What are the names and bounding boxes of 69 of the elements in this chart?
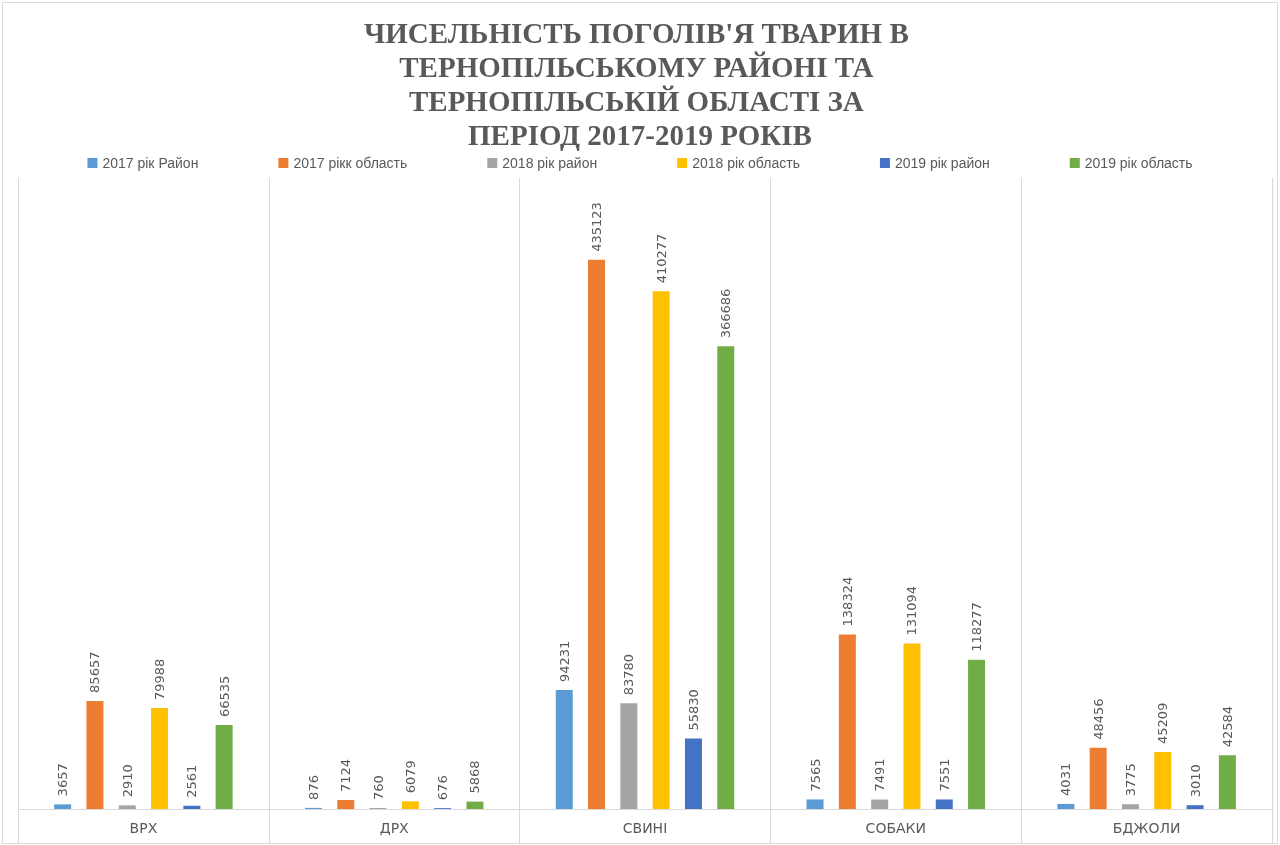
bar <box>1154 751 1172 809</box>
x-tick-label: ДРХ <box>379 820 410 836</box>
chart-title: ЧИСЕЛЬНІСТЬ ПОГОЛІВ'Я ТВАРИН В ТЕРНОПІЛЬСЬКОМУ РАЙОНІ ТА ТЕРНОПІЛЬСЬКІЙ ОБЛАСТІ ЗА ПЕРІОД 2017-2019 РОКІВ <box>364 17 916 151</box>
legend-label: 2017 рікк область <box>293 155 408 171</box>
bar <box>838 634 856 809</box>
data-label: 5868 <box>467 760 483 794</box>
data-label: 7124 <box>338 758 354 793</box>
data-label: 876 <box>305 775 321 800</box>
bar <box>652 291 670 809</box>
data-label: 4031 <box>1058 762 1074 796</box>
data-label: 3657 <box>55 763 71 797</box>
x-tick-label: ВРХ <box>129 820 158 836</box>
legend-label: 2018 рік район <box>502 155 598 171</box>
data-label: 83780 <box>621 653 637 696</box>
bar <box>54 804 72 809</box>
data-label: 42584 <box>1219 705 1235 748</box>
data-label: 48456 <box>1090 698 1106 740</box>
data-label: 366686 <box>718 288 734 339</box>
bar <box>215 725 233 809</box>
bar <box>1057 803 1075 809</box>
bar <box>588 259 606 809</box>
data-label: 760 <box>370 775 386 801</box>
bar <box>806 799 824 809</box>
legend-label: 2018 рік область <box>692 155 800 171</box>
legend-label: 2019 рік область <box>1084 155 1193 171</box>
x-tick-label: СВИНІ <box>622 820 668 836</box>
bar <box>717 346 735 809</box>
data-label: 7551 <box>936 758 952 792</box>
data-label: 7491 <box>872 758 888 792</box>
data-label: 3775 <box>1122 763 1138 797</box>
data-label: 676 <box>435 775 451 801</box>
data-label: 6079 <box>402 760 418 794</box>
x-tick-label: СОБАКИ <box>865 820 926 836</box>
data-label: 7565 <box>807 758 823 792</box>
data-label: 435123 <box>589 202 605 252</box>
bar <box>555 690 573 809</box>
legend-label: 2019 рік район <box>894 155 990 171</box>
data-label: 410277 <box>653 233 669 284</box>
data-label: 131094 <box>904 585 920 636</box>
bar <box>1186 805 1204 809</box>
x-tick-label: БДЖОЛИ <box>1112 820 1181 836</box>
data-label: 66535 <box>216 675 232 718</box>
bar <box>401 801 419 809</box>
bar <box>620 703 638 809</box>
data-label: 45209 <box>1155 702 1171 744</box>
bar <box>968 659 986 809</box>
data-label: 3010 <box>1187 764 1203 798</box>
bar <box>118 805 136 809</box>
bar <box>86 700 104 809</box>
bar <box>1218 755 1236 809</box>
bar <box>1121 804 1139 809</box>
bar <box>466 801 484 809</box>
bar <box>151 708 169 809</box>
data-label: 118277 <box>969 602 985 652</box>
data-label: 79988 <box>152 658 168 701</box>
data-label: 138324 <box>839 576 855 627</box>
legend-label: 2017 рік Район <box>102 155 199 171</box>
data-label: 2561 <box>184 764 200 798</box>
bar <box>337 800 355 809</box>
data-label: 55830 <box>685 689 701 731</box>
bar <box>935 799 953 809</box>
data-label: 2910 <box>119 764 135 798</box>
bar <box>183 805 201 809</box>
data-label: 94231 <box>556 640 572 683</box>
bar <box>684 738 702 809</box>
bar <box>1089 747 1107 809</box>
data-label: 85657 <box>87 651 103 693</box>
bar <box>903 643 921 809</box>
bar <box>871 799 889 809</box>
